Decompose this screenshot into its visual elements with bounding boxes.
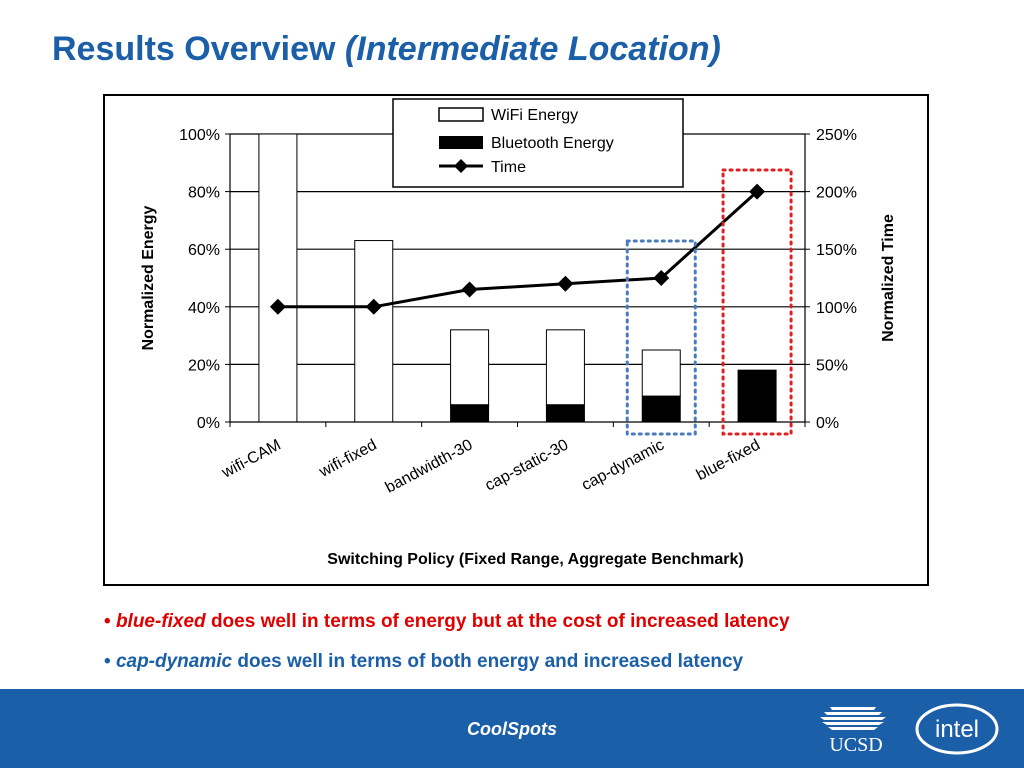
ucsd-logo: UCSD: [820, 707, 886, 756]
bullet-text: does well in terms of energy but at the …: [205, 611, 790, 632]
y-tick-label-right: 100%: [816, 300, 857, 317]
page-title: Results Overview (Intermediate Location): [52, 30, 721, 69]
legend-label: Bluetooth Energy: [491, 135, 614, 152]
x-tick-label: wifi-CAM: [218, 437, 283, 483]
bar-wifi-energy: [450, 329, 490, 406]
bar-bluetooth-energy: [545, 404, 585, 423]
intel-logo: intel: [915, 703, 999, 755]
x-tick-label: cap-dynamic: [579, 437, 667, 495]
y-tick-label-right: 50%: [816, 357, 848, 374]
bullet-list: • blue-fixed does well in terms of energ…: [104, 611, 790, 691]
bullet-text: does well in terms of both energy and in…: [232, 651, 744, 672]
highlight-box-cap-dynamic: [625, 239, 697, 436]
time-marker: [461, 281, 478, 298]
y-tick-label-left: 40%: [188, 300, 220, 317]
bar-bluetooth-energy: [641, 395, 681, 423]
legend-label: Time: [491, 159, 526, 176]
y-tick-label-left: 0%: [197, 415, 220, 432]
y-axis-label-left: Normalized Energy: [140, 205, 157, 350]
x-tick-label: cap-static-30: [482, 436, 571, 494]
footer-bar: CoolSpots UCSD intel: [0, 689, 1024, 768]
y-axis-label-right: Normalized Time: [880, 214, 897, 342]
highlight-box-blue-fixed: [721, 168, 793, 436]
bullet-item: • blue-fixed does well in terms of energ…: [104, 611, 790, 651]
x-axis-label: Switching Policy (Fixed Range, Aggregate…: [327, 551, 743, 568]
legend-swatch-wifi: [438, 107, 484, 122]
y-tick-label-left: 80%: [188, 185, 220, 202]
bullet-dot: •: [104, 651, 116, 672]
x-tick-label: blue-fixed: [694, 437, 763, 485]
bar-bluetooth-energy: [450, 404, 490, 423]
title-italic: (Intermediate Location): [344, 30, 721, 68]
bullet-dot: •: [104, 611, 116, 632]
footer-title: CoolSpots: [467, 719, 557, 739]
time-marker: [653, 270, 670, 286]
time-marker: [557, 275, 574, 292]
y-tick-label-right: 150%: [816, 242, 857, 259]
legend-swatch-bluetooth: [439, 136, 483, 149]
bar-wifi-energy: [258, 133, 298, 423]
bar-wifi-energy: [641, 349, 681, 397]
bar-wifi-energy: [545, 329, 585, 406]
x-tick-label: bandwidth-30: [383, 436, 476, 496]
time-marker: [749, 183, 766, 200]
bar-wifi-energy: [354, 240, 394, 423]
bar-bluetooth-energy: [737, 369, 777, 423]
intel-logo-text: intel: [935, 716, 979, 743]
energy-time-chart: 0% 20% 40% 60% 80% 100% 0% 50% 100% 150% 200% 250% w…: [140, 98, 897, 568]
bullet-item: • cap-dynamic does well in terms of both…: [104, 651, 790, 691]
bullet-emphasis: blue-fixed: [115, 611, 206, 632]
legend-label: WiFi Energy: [491, 107, 578, 124]
time-marker: [269, 298, 286, 315]
y-tick-label-right: 200%: [816, 185, 857, 202]
ucsd-logo-text: UCSD: [829, 734, 882, 756]
bullet-emphasis: cap-dynamic: [115, 651, 233, 672]
time-marker: [365, 298, 382, 315]
series-line-time: [277, 190, 759, 309]
y-tick-label-right: 250%: [816, 127, 857, 144]
y-tick-label-left: 20%: [188, 357, 220, 374]
legend-marker-time: [454, 159, 468, 173]
y-tick-label-left: 60%: [188, 242, 220, 259]
y-tick-label-left: 100%: [179, 127, 220, 144]
y-tick-label-right: 0%: [816, 415, 839, 432]
title-main: Results Overview: [52, 30, 345, 68]
chart-frame: 0% 20% 40% 60% 80% 100% 0% 50% 100% 150% 200% 250% w…: [103, 94, 929, 586]
x-tick-label: wifi-fixed: [316, 437, 380, 482]
